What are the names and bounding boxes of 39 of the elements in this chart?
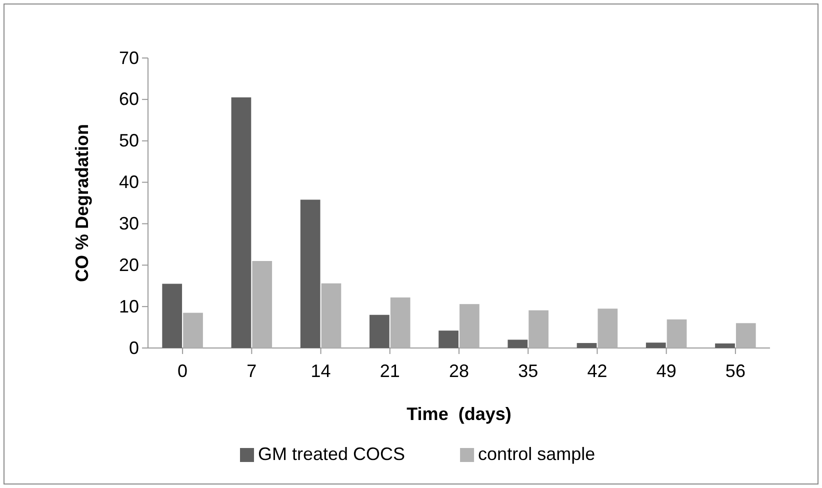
bar [715,343,735,348]
y-tick-label: 30 [118,213,139,234]
y-tick-label: 20 [118,254,139,275]
x-tick-label: 0 [178,360,188,381]
bar [162,284,182,348]
x-tick-label: 7 [246,360,257,381]
bar [646,342,666,348]
bar [528,310,548,348]
bar [252,261,272,348]
x-tick-label: 28 [448,360,470,381]
bar [666,319,687,348]
bar [370,314,390,348]
y-tick-label: 40 [118,172,139,192]
y-tick-label: 50 [118,130,139,151]
y-tick-label: 60 [118,89,139,110]
bar [460,304,480,348]
x-tick-label: 14 [310,360,331,381]
x-tick-label: 56 [725,360,746,381]
bar [183,312,203,348]
bar [438,330,458,348]
x-tick-label: 21 [380,360,400,381]
bar [390,297,410,348]
bar [598,308,618,348]
y-tick-label: 70 [118,48,139,68]
x-tick-label: 35 [518,360,538,381]
bar [736,323,756,348]
bar [300,200,320,348]
x-axis-title: Time (days) [406,404,512,424]
x-tick-label: 49 [656,360,676,381]
legend-label: GM treated COCS [258,444,406,464]
bar [231,97,252,348]
x-tick-label: 42 [587,360,608,381]
bar [576,343,597,348]
y-axis-title: CO % Degradation [72,124,92,282]
bar [508,340,528,348]
y-tick-label: 10 [118,296,139,316]
bar [321,283,342,348]
legend-label: control sample [478,444,596,464]
y-tick-label: 0 [128,338,139,358]
